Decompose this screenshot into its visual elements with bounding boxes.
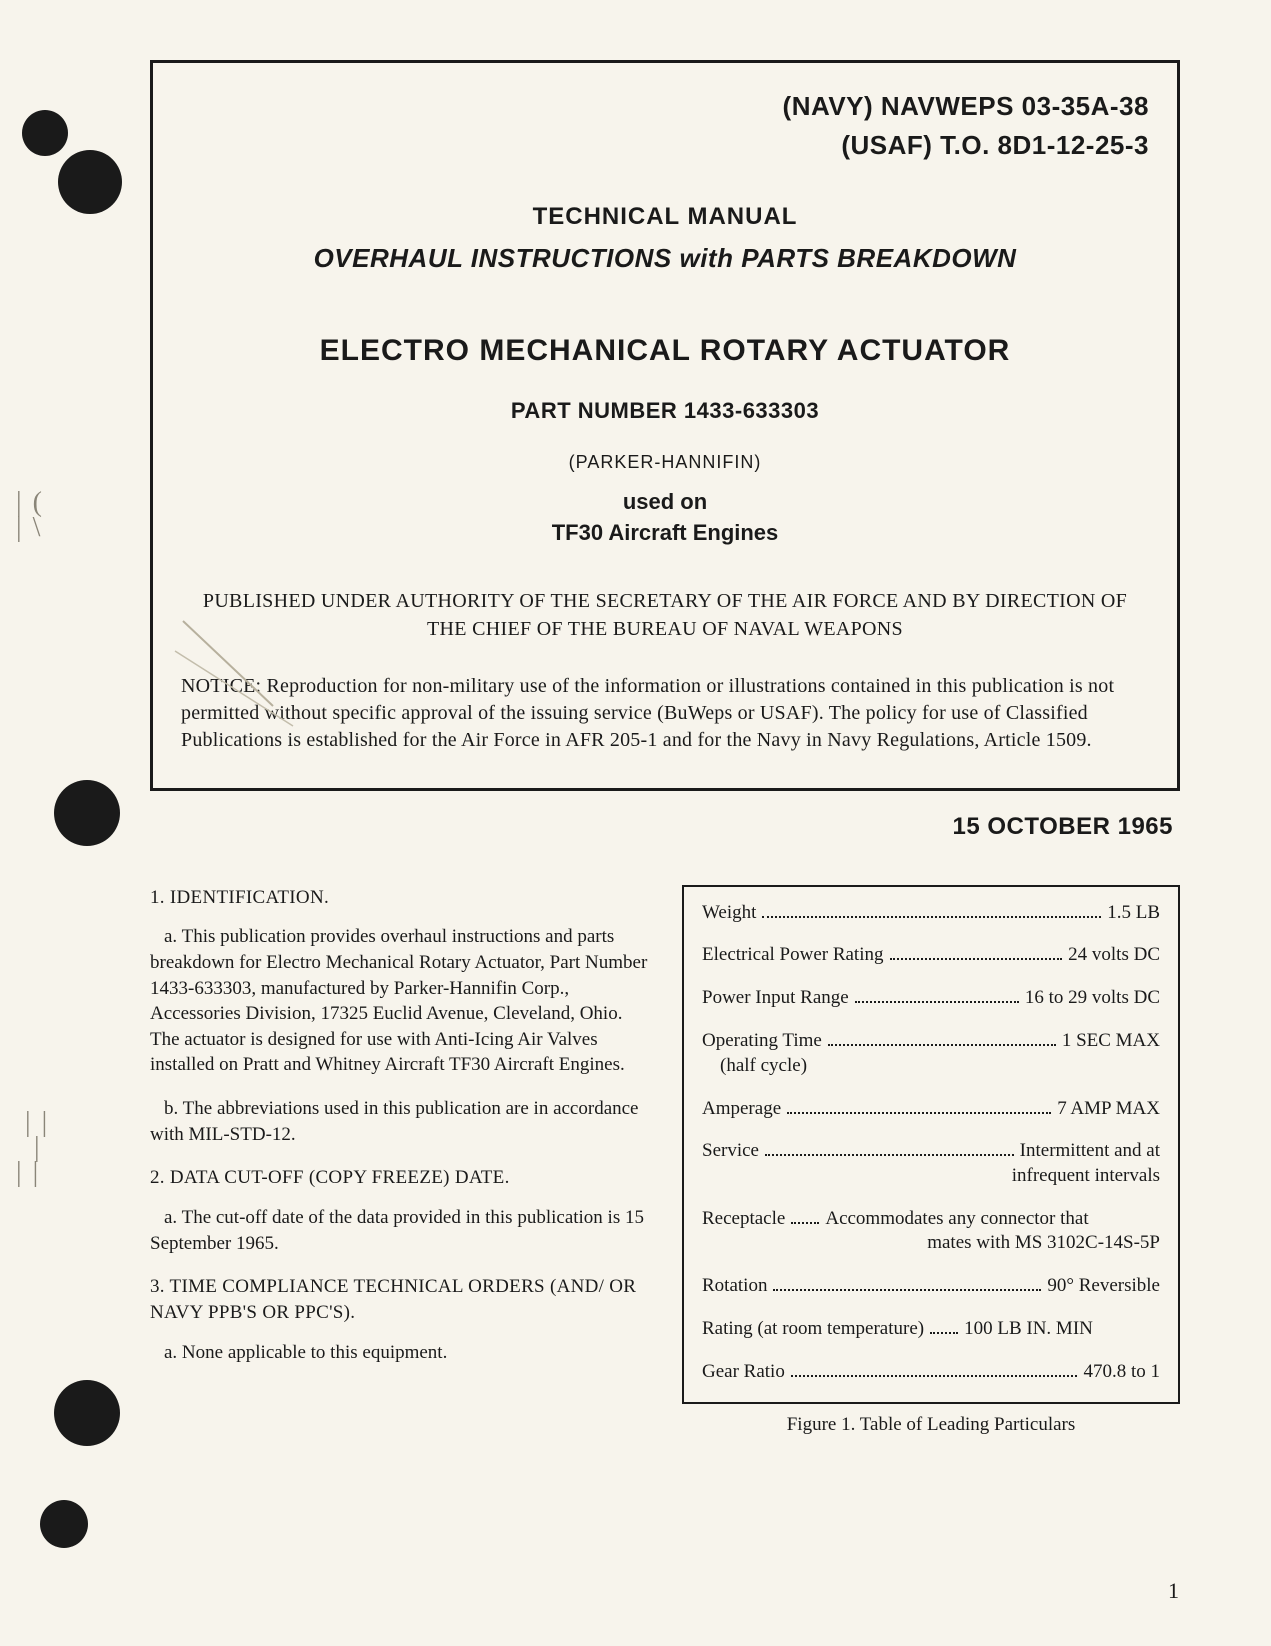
left-column: 1. IDENTIFICATION. a. This publication p… xyxy=(150,885,648,1437)
spec-table: Weight 1.5 LB Electrical Power Rating 24… xyxy=(682,885,1180,1405)
punch-hole xyxy=(22,110,68,156)
spec-value: 16 to 29 volts DC xyxy=(1025,986,1160,1011)
section-1-head: 1. IDENTIFICATION. xyxy=(150,885,648,911)
spec-row: Electrical Power Rating 24 volts DC xyxy=(702,943,1160,968)
section-2a: a. The cut-off date of the data provided… xyxy=(150,1205,648,1256)
notice: NOTICE: Reproduction for non-military us… xyxy=(181,673,1149,754)
spec-row: Power Input Range 16 to 29 volts DC xyxy=(702,986,1160,1011)
spec-label: Gear Ratio xyxy=(702,1360,785,1385)
part-number: PART NUMBER 1433-633303 xyxy=(181,398,1149,424)
spec-label: Electrical Power Rating xyxy=(702,943,884,968)
spec-row: Operating Time 1 SEC MAX (half cycle) xyxy=(702,1029,1160,1078)
right-column: Weight 1.5 LB Electrical Power Rating 24… xyxy=(682,885,1180,1437)
section-1b: b. The abbreviations used in this public… xyxy=(150,1096,648,1147)
spec-value-line-2: mates with MS 3102C-14S-5P xyxy=(702,1231,1160,1256)
spec-label: Receptacle xyxy=(702,1207,785,1232)
leader-dots xyxy=(787,1096,1051,1113)
spec-value: 24 volts DC xyxy=(1068,943,1160,968)
document-identifiers: (NAVY) NAVWEPS 03-35A-38 (USAF) T.O. 8D1… xyxy=(181,87,1149,165)
leader-dots xyxy=(890,943,1063,960)
subtitle-part-b: PARTS BREAKDOWN xyxy=(741,243,1016,273)
punch-hole xyxy=(40,1500,88,1548)
manual-label: TECHNICAL MANUAL xyxy=(181,203,1149,231)
product-title: ELECTRO MECHANICAL ROTARY ACTUATOR xyxy=(181,334,1149,368)
leader-dots xyxy=(773,1274,1041,1291)
usaf-id: (USAF) T.O. 8D1-12-25-3 xyxy=(181,126,1149,165)
authority-statement: PUBLISHED UNDER AUTHORITY OF THE SECRETA… xyxy=(191,587,1139,643)
page-number: 1 xyxy=(1168,1578,1179,1604)
page: | (| \ | | || | (NAVY) NAVWEPS 03-35A-38… xyxy=(0,0,1271,1646)
leader-dots xyxy=(828,1029,1056,1046)
spec-label: Rotation xyxy=(702,1274,767,1299)
subtitle-with: with xyxy=(679,243,733,273)
navy-id: (NAVY) NAVWEPS 03-35A-38 xyxy=(181,87,1149,126)
spec-sublabel: (half cycle) xyxy=(720,1054,1160,1079)
manufacturer: (PARKER-HANNIFIN) xyxy=(181,452,1149,473)
used-on-line-2: TF30 Aircraft Engines xyxy=(552,520,779,545)
title-box: (NAVY) NAVWEPS 03-35A-38 (USAF) T.O. 8D1… xyxy=(150,60,1180,791)
body-columns: 1. IDENTIFICATION. a. This publication p… xyxy=(150,885,1180,1437)
punch-hole xyxy=(54,780,120,846)
spec-label: Power Input Range xyxy=(702,986,849,1011)
figure-caption: Figure 1. Table of Leading Particulars xyxy=(682,1414,1180,1436)
leader-dots xyxy=(762,901,1101,918)
section-3a: a. None applicable to this equipment. xyxy=(150,1340,648,1366)
spec-value: 100 LB IN. MIN xyxy=(964,1317,1093,1342)
spec-row: Service Intermittent and at infrequent i… xyxy=(702,1139,1160,1188)
spec-value: 7 AMP MAX xyxy=(1057,1097,1160,1122)
edge-mark: | | || | xyxy=(16,1110,49,1186)
spec-label: Service xyxy=(702,1139,759,1164)
spec-row: Weight 1.5 LB xyxy=(702,901,1160,926)
spec-value: 1 SEC MAX xyxy=(1062,1029,1160,1054)
spec-label: Weight xyxy=(702,901,756,926)
leader-dots xyxy=(930,1317,958,1334)
subtitle-part-a: OVERHAUL INSTRUCTIONS xyxy=(314,243,672,273)
spec-row: Rotation 90° Reversible xyxy=(702,1274,1160,1299)
leader-dots xyxy=(765,1139,1014,1156)
spec-value: 470.8 to 1 xyxy=(1083,1360,1160,1385)
spec-value-line-2: infrequent intervals xyxy=(702,1164,1160,1189)
subtitle: OVERHAUL INSTRUCTIONS with PARTS BREAKDO… xyxy=(181,243,1149,274)
used-on-line-1: used on xyxy=(623,489,707,514)
leader-dots xyxy=(791,1360,1078,1377)
leader-dots xyxy=(791,1207,819,1224)
spec-value: 1.5 LB xyxy=(1107,901,1160,926)
punch-hole xyxy=(54,1380,120,1446)
spec-value: Intermittent and at xyxy=(1020,1139,1160,1164)
leader-dots xyxy=(855,986,1019,1003)
section-3-head: 3. TIME COMPLIANCE TECHNICAL ORDERS (AND… xyxy=(150,1274,648,1325)
spec-row: Amperage 7 AMP MAX xyxy=(702,1096,1160,1121)
spec-row: Rating (at room temperature) 100 LB IN. … xyxy=(702,1317,1160,1342)
section-2-head: 2. DATA CUT-OFF (COPY FREEZE) DATE. xyxy=(150,1165,648,1191)
spec-value: 90° Reversible xyxy=(1047,1274,1160,1299)
spec-label: Rating (at room temperature) xyxy=(702,1317,924,1342)
spec-value: Accommodates any connector that xyxy=(825,1207,1088,1232)
publication-date: 15 OCTOBER 1965 xyxy=(140,813,1173,841)
edge-mark: | (| \ xyxy=(16,490,44,540)
spec-row: Receptacle Accommodates any connector th… xyxy=(702,1207,1160,1256)
spec-row: Gear Ratio 470.8 to 1 xyxy=(702,1360,1160,1385)
section-1a: a. This publication provides overhaul in… xyxy=(150,924,648,1078)
spec-label: Operating Time xyxy=(702,1029,822,1054)
punch-hole xyxy=(58,150,122,214)
spec-label: Amperage xyxy=(702,1097,781,1122)
used-on: used on TF30 Aircraft Engines xyxy=(181,487,1149,549)
